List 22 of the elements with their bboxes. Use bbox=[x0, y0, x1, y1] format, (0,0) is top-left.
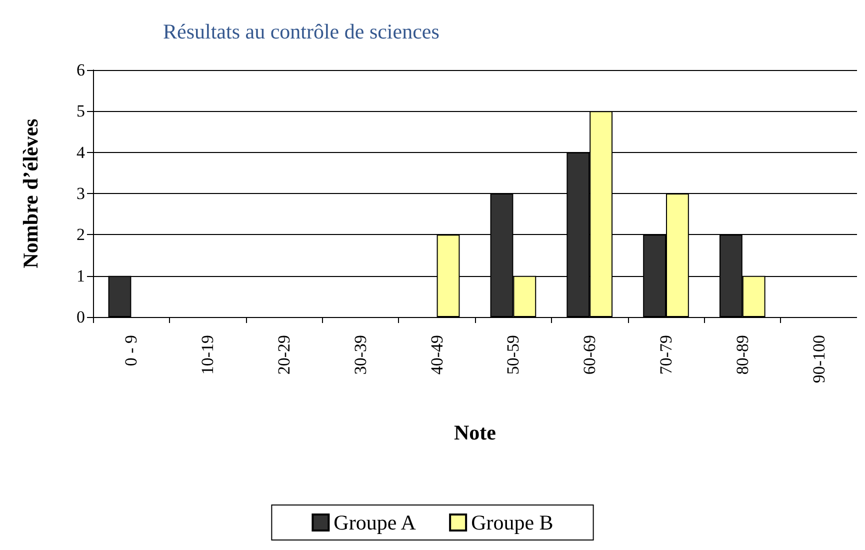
x-tick-label: 0 - 9 bbox=[122, 335, 141, 366]
x-tick-label: 80-89 bbox=[732, 335, 752, 375]
x-axis-title: Note bbox=[454, 420, 496, 444]
x-tick-label: 20-29 bbox=[274, 335, 294, 375]
y-tick-label: 3 bbox=[76, 184, 85, 203]
y-tick-label: 2 bbox=[76, 225, 85, 244]
y-tick-label: 4 bbox=[76, 142, 86, 162]
y-tick-label: 6 bbox=[76, 60, 85, 80]
x-tick-label: 60-69 bbox=[580, 335, 600, 375]
x-tick-label: 70-79 bbox=[656, 335, 676, 375]
chart-title: Résultats au contrôle de sciences bbox=[163, 20, 440, 44]
legend-label: Groupe A bbox=[334, 510, 417, 534]
y-tick-label: 1 bbox=[76, 266, 85, 286]
x-tick-label: 90-100 bbox=[809, 335, 828, 384]
y-tick-label: 0 bbox=[76, 308, 85, 326]
legend-label: Groupe B bbox=[471, 510, 554, 534]
y-tick-label: 5 bbox=[76, 102, 85, 121]
x-tick-label: 30-39 bbox=[350, 335, 370, 375]
x-tick-label: 10-19 bbox=[198, 335, 218, 375]
x-tick-label: 40-49 bbox=[427, 335, 446, 375]
y-axis-title: Nombre d’élèves bbox=[18, 118, 42, 268]
x-tick-label: 50-59 bbox=[504, 335, 523, 375]
